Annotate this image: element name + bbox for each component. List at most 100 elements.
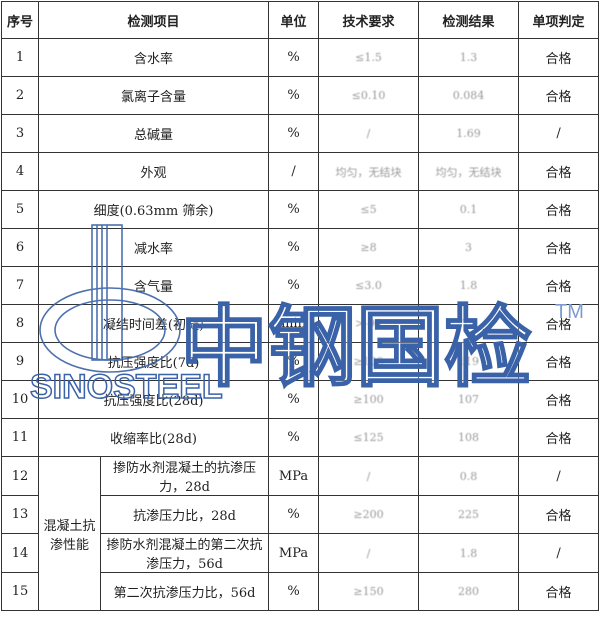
table-row: 13 抗渗压力比，28d% ≥200 225 合格: [1, 495, 600, 534]
row-number: 2: [1, 76, 39, 115]
unit: %: [268, 342, 320, 381]
row-number: 5: [1, 190, 39, 229]
judgement: 合格: [518, 152, 600, 191]
judgement: /: [518, 533, 600, 573]
test-item: 抗压强度比(28d): [37, 380, 270, 419]
row-number: 7: [1, 266, 39, 305]
judgement: 合格: [518, 266, 600, 305]
judgement: 合格: [518, 495, 600, 534]
unit: min: [268, 304, 320, 343]
row-number: 6: [1, 228, 39, 267]
result: 均匀，无结块: [418, 152, 520, 191]
row-number: 3: [1, 114, 39, 153]
requirement: ≤3.0: [318, 266, 420, 305]
test-item: 细度(0.63mm 筛余): [37, 190, 270, 229]
unit: %: [268, 38, 320, 77]
unit: %: [268, 380, 320, 419]
table-row: 12 混凝土抗渗性能 掺防水剂混凝土的抗渗压力，28d MPa/0.8/: [1, 456, 600, 611]
test-item: 第二次抗渗压力比，56d: [99, 572, 270, 611]
result: 3: [418, 228, 520, 267]
test-item: 抗渗压力比，28d: [99, 495, 270, 534]
result: 1.69: [418, 114, 520, 153]
requirement: /: [318, 533, 420, 573]
requirement: ≤1.5: [318, 38, 420, 77]
test-item: 氯离子含量: [37, 76, 270, 115]
unit: MPa: [268, 456, 320, 496]
result: 1.3: [418, 38, 520, 77]
row-number: 13: [1, 495, 39, 534]
unit: MPa: [268, 533, 320, 573]
table-row: 6 减水率% ≥8 3 合格: [1, 228, 600, 267]
judgement: 合格: [518, 190, 600, 229]
header-judgement: 单项判定: [518, 1, 600, 39]
table-row: 4 外观 / 均匀，无结块 均匀，无结块 合格: [1, 152, 600, 191]
unit: %: [268, 418, 320, 457]
unit: %: [268, 76, 320, 115]
judgement: /: [518, 456, 600, 496]
requirement: ≥100: [318, 342, 420, 381]
unit: %: [268, 266, 320, 305]
table-row: 10 抗压强度比(28d)% ≥100 107 合格: [1, 380, 600, 419]
requirement: ≤0.10: [318, 76, 420, 115]
row-number: 11: [1, 418, 39, 457]
test-item: 掺防水剂混凝土的抗渗压力，28d: [99, 456, 270, 496]
test-item: 收缩率比(28d): [37, 418, 270, 457]
header-requirement: 技术要求: [318, 1, 420, 39]
unit: %: [268, 190, 320, 229]
result: 0.1: [418, 190, 520, 229]
judgement: 合格: [518, 418, 600, 457]
result: 108: [418, 418, 520, 457]
unit: %: [268, 495, 320, 534]
result: 1.8: [418, 266, 520, 305]
test-item: 总碱量: [37, 114, 270, 153]
requirement: ≥200: [318, 495, 420, 534]
group-label: 混凝土抗渗性能: [38, 456, 101, 611]
table-row: 11 收缩率比(28d)% ≤125 108 合格: [1, 418, 600, 457]
test-item: 外观: [37, 152, 270, 191]
test-item: 凝结时间差(初凝): [37, 304, 270, 343]
test-item: 含气量: [37, 266, 270, 305]
table-header-row: 序号 检测项目 单位 技术要求 检测结果 单项判定: [1, 1, 600, 39]
requirement: ≤125: [318, 418, 420, 457]
result: 107: [418, 380, 520, 419]
result: 0.8: [418, 456, 520, 496]
test-item: 掺防水剂混凝土的第二次抗渗压力，56d: [99, 533, 270, 573]
requirement: /: [318, 114, 420, 153]
table-row: 15 第二次抗渗压力比，56d% ≥150 280 合格: [1, 572, 600, 611]
requirement: ≥150: [318, 572, 420, 611]
result: 119: [418, 342, 520, 381]
test-item: 减水率: [37, 228, 270, 267]
requirement: 均匀，无结块: [318, 152, 420, 191]
unit: %: [268, 114, 320, 153]
judgement: /: [518, 114, 600, 153]
table-row: 9 抗压强度比(7d)% ≥100 119 合格: [1, 342, 600, 381]
row-number: 4: [1, 152, 39, 191]
table-row: 1 含水率% ≤1.5 1.3 合格: [1, 38, 600, 77]
header-result: 检测结果: [418, 1, 520, 39]
row-number: 9: [1, 342, 39, 381]
result: 280: [418, 572, 520, 611]
requirement: ≥8: [318, 228, 420, 267]
result: 0.084: [418, 76, 520, 115]
requirement: /: [318, 456, 420, 496]
table-row: 7 含气量% ≤3.0 1.8 合格: [1, 266, 600, 305]
table-row: 3 总碱量%/1.69/: [1, 114, 600, 153]
table-row: 8 凝结时间差(初凝) min >-90 75 合格: [1, 304, 600, 343]
header-no: 序号: [1, 1, 39, 39]
test-item: 抗压强度比(7d): [37, 342, 270, 381]
judgement: 合格: [518, 228, 600, 267]
row-number: 12: [1, 456, 39, 496]
header-item: 检测项目: [37, 1, 270, 39]
test-results-table: 序号 检测项目 单位 技术要求 检测结果 单项判定 1 含水率% ≤1.5 1.3 合格…: [1, 1, 600, 611]
unit: %: [268, 572, 320, 611]
judgement: 合格: [518, 572, 600, 611]
result: 75: [418, 304, 520, 343]
row-number: 14: [1, 533, 39, 573]
unit: %: [268, 228, 320, 267]
table-row: 14 掺防水剂混凝土的第二次抗渗压力，56d MPa/1.8/: [1, 533, 600, 573]
test-item: 含水率: [37, 38, 270, 77]
judgement: 合格: [518, 380, 600, 419]
row-number: 1: [1, 38, 39, 77]
requirement: ≤5: [318, 190, 420, 229]
table-row: 5 细度(0.63mm 筛余)% ≤5 0.1 合格: [1, 190, 600, 229]
